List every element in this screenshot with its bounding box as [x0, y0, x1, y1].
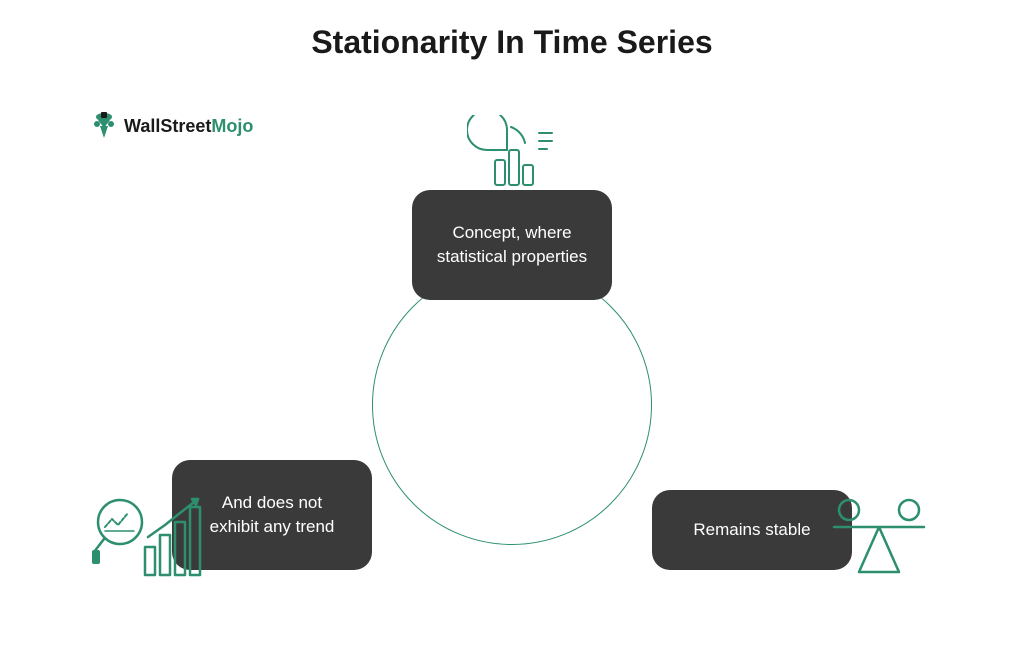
node-stable: Remains stable: [652, 490, 852, 570]
page-title: Stationarity In Time Series: [0, 0, 1024, 61]
center-circle: [372, 265, 652, 545]
diagram: Concept, where statistical properties Re…: [202, 130, 822, 630]
node-concept: Concept, where statistical properties: [412, 190, 612, 300]
node-stable-label: Remains stable: [693, 518, 810, 542]
balance-scale-icon: [824, 492, 934, 582]
node-trend-label: And does not exhibit any trend: [196, 491, 348, 539]
node-concept-label: Concept, where statistical properties: [436, 221, 588, 269]
magnify-chart-icon: [90, 487, 210, 582]
chart-pie-bars-icon: [467, 115, 557, 190]
logo-icon: [90, 110, 118, 142]
